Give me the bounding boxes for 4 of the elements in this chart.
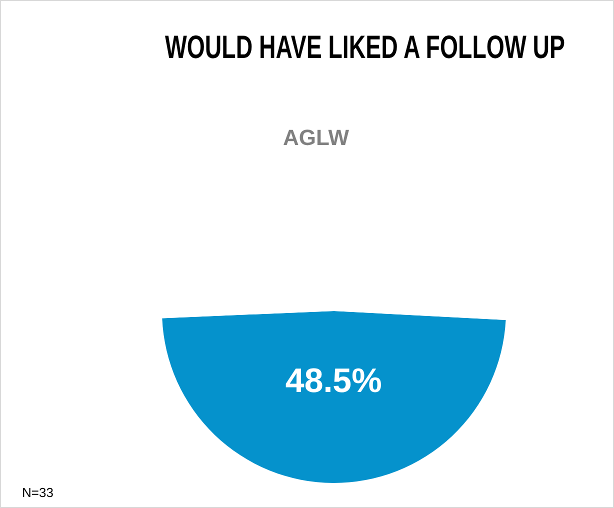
chart-title: WOULD HAVE LIKED A FOLLOW UP: [164, 28, 566, 65]
text: N=33: [22, 485, 54, 500]
chart-subtitle: AGLW: [283, 125, 350, 150]
data-label: 48.5%: [285, 362, 382, 400]
